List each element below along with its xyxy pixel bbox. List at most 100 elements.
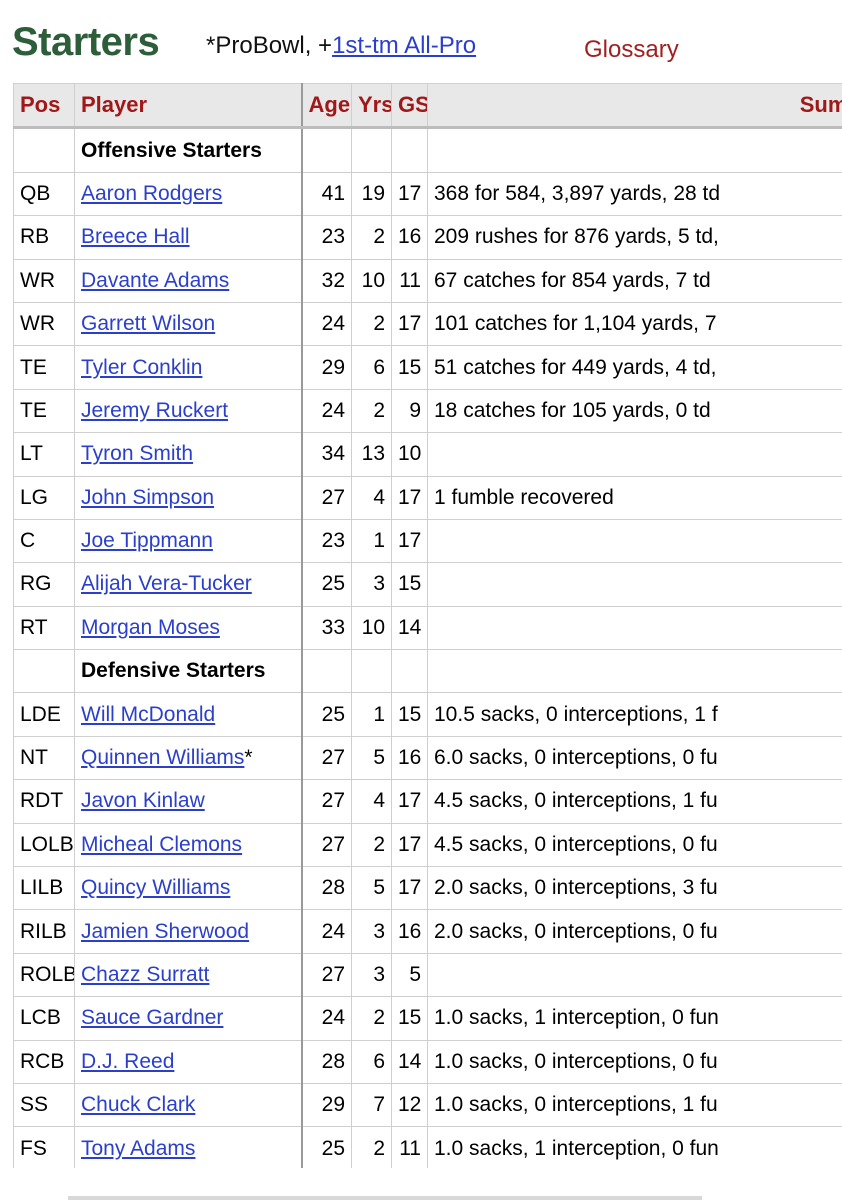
allpro-link[interactable]: 1st-tm All-Pro (332, 32, 477, 59)
table-row: WR Davante Adams 32 10 11 67 catches for 854 … (13, 258, 842, 303)
yrs-cell: 19 (351, 171, 392, 217)
age-cell: 32 (301, 258, 352, 303)
player-link[interactable]: Jamien Sherwood (81, 919, 250, 943)
section-row: Defensive Starters (13, 649, 842, 694)
player-cell: Quincy Williams (74, 866, 303, 911)
player-cell: Micheal Clemons (74, 822, 303, 868)
gs-cell: 12 (391, 1082, 428, 1128)
player-link[interactable]: John Simpson (81, 485, 215, 509)
player-link[interactable]: Quinnen Williams (81, 746, 245, 770)
position-cell: LILB (13, 866, 75, 911)
age-cell: 27 (301, 475, 352, 520)
section-empty-cell (427, 649, 842, 694)
section-row: Offensive Starters (13, 127, 842, 173)
position-cell: WR (13, 258, 75, 303)
position-cell: NT (13, 735, 75, 781)
position-cell: ROLB (13, 952, 75, 998)
yrs-cell: 4 (351, 779, 392, 824)
table-row: RT Morgan Moses 33 10 14 (13, 605, 842, 651)
player-link[interactable]: Chuck Clark (81, 1093, 196, 1117)
yrs-cell: 10 (351, 605, 392, 651)
player-link[interactable]: D.J. Reed (81, 1049, 175, 1073)
player-cell: Garrett Wilson (74, 301, 303, 347)
table-row: LDE Will McDonald 25 1 15 10.5 sacks, 0 inter… (13, 692, 842, 737)
player-link[interactable]: Garrett Wilson (81, 312, 216, 336)
player-cell: Will McDonald (74, 692, 303, 737)
table-row: RCB D.J. Reed 28 6 14 1.0 sacks, 0 intercepti… (13, 1039, 842, 1084)
gs-cell: 17 (391, 779, 428, 824)
player-cell: Davante Adams (74, 258, 303, 303)
summary-cell: 209 rushes for 876 yards, 5 td, (427, 215, 842, 260)
column-header-yrs[interactable]: Yrs (351, 83, 392, 130)
column-header-player[interactable]: Player (74, 83, 303, 130)
age-cell: 25 (301, 692, 352, 737)
player-link[interactable]: Will McDonald (81, 702, 216, 726)
player-link[interactable]: Morgan Moses (81, 615, 220, 639)
player-link[interactable]: Tyler Conklin (81, 355, 203, 379)
column-header-pos[interactable]: Pos (13, 83, 75, 130)
yrs-cell: 3 (351, 562, 392, 607)
gs-cell: 17 (391, 475, 428, 520)
column-header-summary[interactable]: Summ (427, 83, 842, 130)
gs-cell: 17 (391, 866, 428, 911)
summary-cell: 368 for 584, 3,897 yards, 28 td (427, 171, 842, 217)
yrs-cell: 2 (351, 822, 392, 868)
summary-cell: 2.0 sacks, 0 interceptions, 3 fu (427, 866, 842, 911)
player-link[interactable]: Breece Hall (81, 225, 190, 249)
position-cell: RT (13, 605, 75, 651)
yrs-cell: 1 (351, 692, 392, 737)
section-header: Starters *ProBowl, +1st-tm All-Pro Gloss… (12, 18, 842, 74)
player-link[interactable]: Davante Adams (81, 268, 230, 292)
age-cell: 23 (301, 215, 352, 260)
yrs-cell: 1 (351, 518, 392, 564)
table-row: LT Tyron Smith 34 13 10 (13, 432, 842, 477)
gs-cell: 9 (391, 388, 428, 434)
table-row: QB Aaron Rodgers 41 19 17 368 for 584, 3,897 … (13, 171, 842, 217)
player-link[interactable]: Tyron Smith (81, 442, 194, 466)
position-cell: LOLB (13, 822, 75, 868)
section-title: Starters (12, 20, 160, 64)
player-cell: Alijah Vera-Tucker (74, 562, 303, 607)
table-row: SS Chuck Clark 29 7 12 1.0 sacks, 0 intercept… (13, 1082, 842, 1128)
glossary-link[interactable]: Glossary (584, 36, 679, 63)
column-header-age[interactable]: Age (301, 83, 352, 130)
table-row: ROLB Chazz Surratt 27 3 5 (13, 952, 842, 998)
position-cell: TE (13, 345, 75, 390)
yrs-cell: 5 (351, 735, 392, 781)
gs-cell: 17 (391, 822, 428, 868)
position-cell: C (13, 518, 75, 564)
age-cell: 28 (301, 866, 352, 911)
age-cell: 33 (301, 605, 352, 651)
position-cell: RILB (13, 909, 75, 954)
player-link[interactable]: Tony Adams (81, 1136, 196, 1160)
player-link[interactable]: Chazz Surratt (81, 963, 210, 986)
age-cell: 24 (301, 996, 352, 1041)
starters-table-container: Pos Player Age Yrs GS Summ Offensive Sta… (13, 83, 842, 1168)
player-link[interactable]: Jeremy Ruckert (81, 398, 229, 422)
player-link[interactable]: Aaron Rodgers (81, 181, 223, 205)
player-cell: Tony Adams (74, 1126, 303, 1168)
column-header-gs[interactable]: GS (391, 83, 428, 130)
age-cell: 29 (301, 345, 352, 390)
player-cell: D.J. Reed (74, 1039, 303, 1084)
section-empty-cell (351, 127, 392, 173)
player-link[interactable]: Alijah Vera-Tucker (81, 572, 252, 596)
summary-cell: 6.0 sacks, 0 interceptions, 0 fu (427, 735, 842, 781)
player-link[interactable]: Javon Kinlaw (81, 789, 205, 813)
player-link[interactable]: Quincy Williams (81, 876, 231, 900)
player-link[interactable]: Sauce Gardner (81, 1006, 224, 1030)
gs-cell: 16 (391, 909, 428, 954)
position-cell: LDE (13, 692, 75, 737)
position-cell: RG (13, 562, 75, 607)
player-link[interactable]: Micheal Clemons (81, 832, 243, 856)
table-row: LOLB Micheal Clemons 27 2 17 4.5 sacks, 0 int… (13, 822, 842, 868)
player-link[interactable]: Joe Tippmann (81, 529, 213, 553)
summary-cell: 1.0 sacks, 0 interceptions, 0 fu (427, 1039, 842, 1084)
yrs-cell: 3 (351, 952, 392, 998)
position-cell: RDT (13, 779, 75, 824)
bottom-divider (68, 1196, 702, 1200)
summary-cell (427, 518, 842, 564)
table-row: LG John Simpson 27 4 17 1 fumble recovered (13, 475, 842, 520)
position-cell: LT (13, 432, 75, 477)
table-row: RG Alijah Vera-Tucker 25 3 15 (13, 562, 842, 607)
